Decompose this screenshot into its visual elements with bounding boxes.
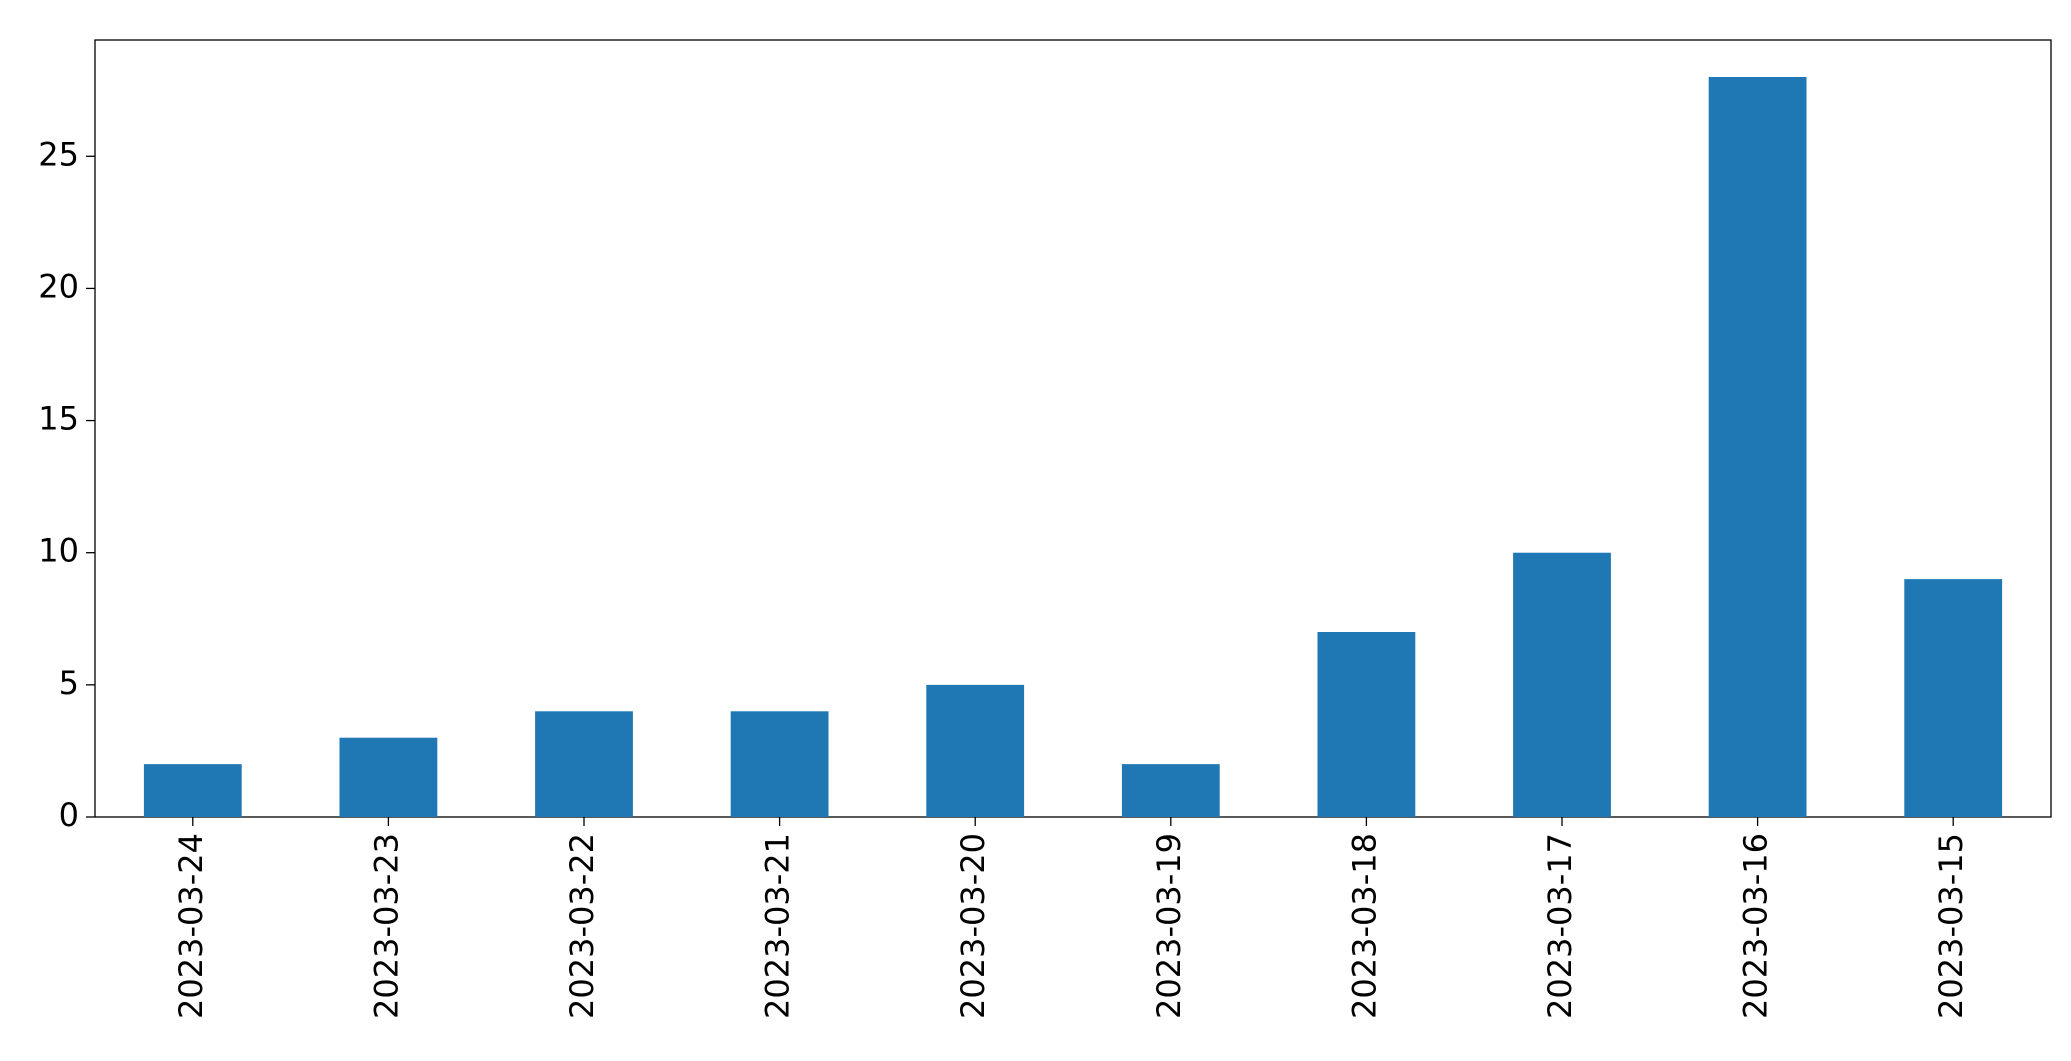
bar: [535, 711, 633, 817]
y-tick-label: 20: [38, 267, 79, 305]
y-tick-label: 25: [38, 135, 79, 173]
bar: [143, 764, 242, 817]
x-tick-label: 2023-03-19: [1150, 833, 1188, 1019]
bar: [730, 711, 829, 817]
y-tick-label: 5: [59, 664, 79, 702]
y-tick-label: 10: [38, 532, 79, 570]
x-tick-label: 2023-03-21: [759, 833, 797, 1019]
x-tick-label: 2023-03-16: [1737, 833, 1775, 1019]
x-tick-label: 2023-03-22: [563, 833, 601, 1019]
y-tick-label: 0: [59, 796, 79, 834]
bar: [339, 737, 438, 817]
bar: [1904, 579, 2003, 817]
bar: [1708, 77, 1807, 817]
bar: [1317, 632, 1416, 817]
bar: [926, 684, 1025, 817]
x-tick-label: 2023-03-24: [172, 833, 210, 1019]
x-tick-label: 2023-03-15: [1932, 833, 1970, 1019]
x-tick-label: 2023-03-17: [1541, 833, 1579, 1019]
plot-frame: [94, 39, 2052, 818]
x-tick-label: 2023-03-23: [367, 833, 405, 1019]
y-tick-label: 15: [38, 400, 79, 438]
bar: [1121, 764, 1220, 817]
x-tick-label: 2023-03-20: [954, 833, 992, 1019]
x-tick-label: 2023-03-18: [1345, 833, 1383, 1019]
bar: [1513, 552, 1611, 817]
